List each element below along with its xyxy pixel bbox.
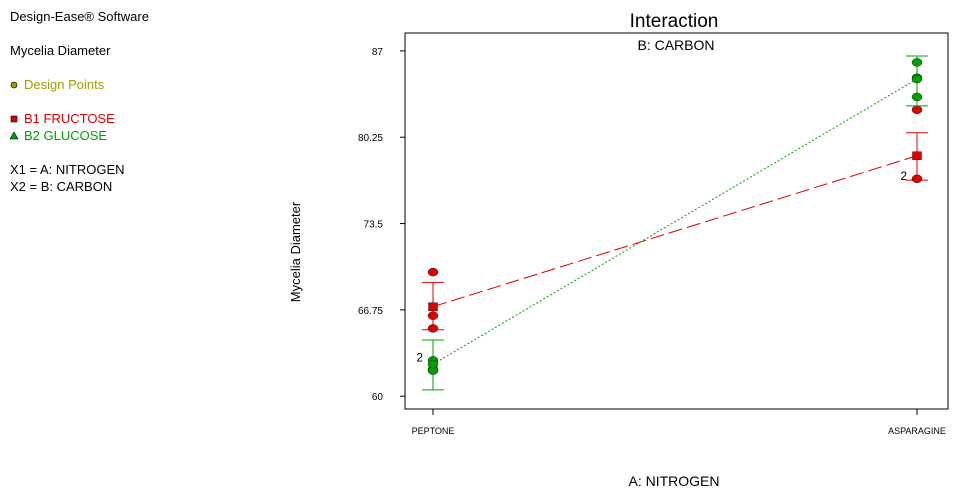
x1-definition: X1 = A: NITROGEN xyxy=(10,162,125,177)
mean-marker xyxy=(427,360,439,369)
legend-design-points: Design Points xyxy=(10,76,149,93)
x-tick-label: PEPTONE xyxy=(412,426,455,436)
x-tick-label: ASPARAGINE xyxy=(888,426,946,436)
mean-marker xyxy=(428,302,438,311)
series-b1 xyxy=(422,105,928,333)
x2-definition: X2 = B: CARBON xyxy=(10,179,113,194)
chart-subtitle: B: CARBON xyxy=(637,37,714,53)
legend-b1: B1 FRUCTOSE xyxy=(10,110,149,127)
y-tick-label: 66.75 xyxy=(358,306,383,317)
y-tick-label: 60 xyxy=(372,392,384,403)
series-line xyxy=(432,155,918,308)
series-line xyxy=(432,78,918,365)
y-axis-label: Mycelia Diameter xyxy=(288,201,303,302)
y-tick-label: 73.5 xyxy=(364,220,384,231)
software-name: Design-Ease® Software xyxy=(10,9,149,24)
triangle-marker-icon xyxy=(10,130,19,139)
y-tick-label: 87 xyxy=(372,47,384,58)
response-name: Mycelia Diameter xyxy=(10,43,111,58)
x-axis: PEPTONE ASPARAGINE xyxy=(412,409,946,436)
y-axis: 60 66.75 73.5 80.25 87 xyxy=(358,47,405,403)
legend-b2-label: B2 GLUCOSE xyxy=(24,128,108,143)
info-panel: Design-Ease® Software Mycelia Diameter D… xyxy=(10,8,149,195)
design-point xyxy=(911,92,923,102)
mean-marker xyxy=(912,151,922,160)
design-point xyxy=(911,58,923,67)
legend-b2: B2 GLUCOSE xyxy=(10,127,149,144)
y-tick-label: 80.25 xyxy=(358,133,383,144)
design-point xyxy=(911,174,923,183)
square-marker-icon xyxy=(10,115,18,122)
x-axis-label: A: NITROGEN xyxy=(628,473,719,489)
legend-b1-label: B1 FRUCTOSE xyxy=(24,111,115,126)
plot-frame xyxy=(404,32,949,410)
series-layer: 22 xyxy=(416,55,928,391)
design-point xyxy=(911,105,923,114)
design-point-icon xyxy=(10,81,18,88)
design-point xyxy=(427,324,439,333)
point-count-label: 2 xyxy=(900,169,907,183)
mean-marker xyxy=(911,74,923,84)
design-point xyxy=(427,311,439,320)
design-point xyxy=(427,267,439,277)
series-b2 xyxy=(422,55,928,391)
point-count-label: 2 xyxy=(416,350,423,364)
legend-design-points-label: Design Points xyxy=(24,77,105,92)
chart-title: Interaction xyxy=(630,11,719,32)
